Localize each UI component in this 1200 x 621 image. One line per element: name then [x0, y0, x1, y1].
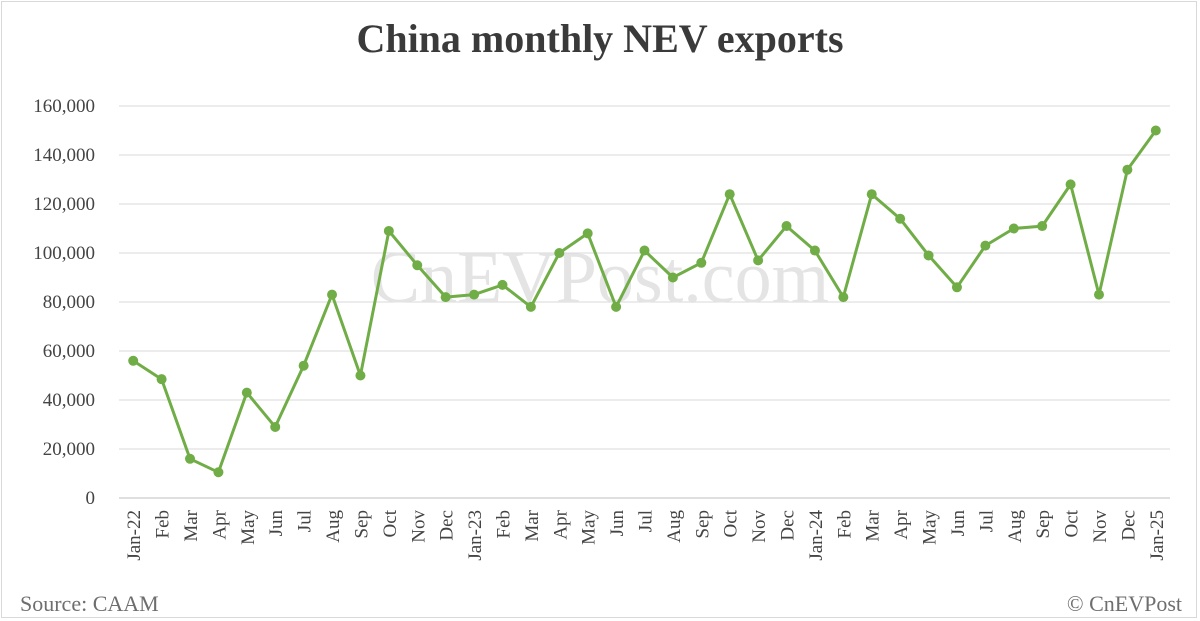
y-tick-label: 100,000: [33, 243, 95, 264]
data-point: [156, 374, 167, 385]
data-point: [327, 289, 338, 300]
x-tick-label: Jan-25: [1147, 510, 1168, 561]
x-tick-label: Nov: [408, 510, 429, 543]
x-tick-label: Oct: [1062, 509, 1083, 537]
y-tick-label: 60,000: [43, 341, 95, 362]
data-point: [355, 370, 366, 381]
data-point: [1008, 223, 1019, 234]
x-tick-label: May: [579, 510, 600, 545]
x-tick-label: Sep: [1033, 510, 1054, 539]
x-tick-label: Jul: [636, 510, 657, 532]
data-point: [866, 189, 877, 200]
y-tick-label: 80,000: [43, 292, 95, 313]
data-point: [582, 228, 593, 239]
data-point: [809, 245, 820, 256]
y-tick-label: 160,000: [33, 96, 95, 117]
x-tick-label: Jul: [976, 510, 997, 532]
data-point: [838, 292, 849, 303]
gridlines: [119, 105, 1170, 499]
x-tick-label: Feb: [834, 510, 855, 539]
x-tick-label: Feb: [153, 510, 174, 539]
data-point: [412, 260, 423, 271]
x-tick-label: Dec: [437, 510, 458, 541]
x-tick-label: May: [238, 510, 259, 545]
x-tick-label: Oct: [721, 509, 742, 537]
data-point: [185, 453, 196, 464]
data-point: [667, 272, 678, 283]
y-tick-label: 0: [86, 488, 96, 509]
x-tick-label: Oct: [380, 509, 401, 537]
x-tick-label: Aug: [664, 510, 685, 543]
data-point: [781, 221, 792, 232]
x-tick-label: Dec: [1118, 510, 1139, 541]
data-point: [554, 248, 565, 258]
data-point: [1093, 289, 1104, 300]
x-tick-label: Jun: [266, 510, 287, 537]
data-point: [696, 257, 707, 268]
x-tick-label: May: [920, 510, 941, 545]
x-tick-label: Aug: [1005, 510, 1026, 543]
data-point: [923, 250, 934, 261]
y-tick-label: 40,000: [43, 390, 95, 411]
x-tick-label: Sep: [351, 510, 372, 539]
x-tick-label: Sep: [692, 510, 713, 539]
data-point: [128, 355, 139, 366]
data-point: [1065, 179, 1076, 190]
y-tick-label: 120,000: [33, 194, 95, 215]
data-point: [1150, 125, 1161, 136]
x-tick-label: Apr: [209, 509, 230, 539]
x-tick-label: Jul: [295, 510, 316, 532]
x-tick-label: Mar: [522, 509, 543, 541]
x-tick-label: Jan-23: [465, 510, 486, 561]
y-tick-label: 20,000: [43, 439, 95, 460]
x-tick-label: Mar: [863, 509, 884, 541]
data-point: [525, 301, 536, 312]
y-tick-label: 140,000: [33, 145, 95, 166]
data-point: [497, 279, 508, 290]
x-tick-label: Nov: [1090, 510, 1111, 543]
x-axis-ticks: Jan-22 Feb Mar Apr May Jun Jul Aug Sep Oct Nov Dec J…: [124, 509, 1168, 560]
x-tick-label: Jan-24: [806, 510, 827, 561]
data-point: [213, 467, 224, 478]
data-point: [895, 213, 906, 224]
data-point: [469, 289, 480, 300]
data-point: [383, 225, 394, 236]
x-tick-label: Apr: [891, 509, 912, 539]
x-tick-label: Jan-22: [124, 510, 145, 561]
data-point: [639, 245, 650, 256]
source-label: Source: CAAM: [20, 591, 159, 616]
watermark: CnEVPost.com: [371, 237, 829, 319]
x-tick-label: Nov: [749, 510, 770, 543]
series-layer: [128, 125, 1161, 478]
data-point: [1037, 221, 1048, 232]
chart-title: China monthly NEV exports: [356, 16, 843, 61]
data-point: [440, 292, 451, 303]
data-point: [270, 421, 281, 432]
x-tick-label: Aug: [323, 510, 344, 543]
data-point: [1122, 164, 1133, 175]
copyright-label: © CnEVPost: [1067, 591, 1182, 616]
data-point: [951, 282, 962, 293]
data-point: [753, 255, 764, 266]
x-tick-label: Feb: [493, 510, 514, 539]
x-tick-label: Dec: [778, 510, 799, 541]
data-point: [298, 360, 309, 371]
data-point: [724, 189, 735, 200]
y-axis-ticks: 0 20,000 40,000 60,000 80,000 100,000 120,000 1…: [33, 96, 95, 509]
data-point: [611, 301, 622, 312]
x-tick-label: Mar: [181, 509, 202, 541]
x-tick-label: Jun: [948, 510, 969, 537]
data-point: [980, 240, 991, 251]
data-point: [241, 387, 252, 398]
x-tick-label: Apr: [550, 509, 571, 539]
x-tick-label: Jun: [607, 510, 628, 537]
